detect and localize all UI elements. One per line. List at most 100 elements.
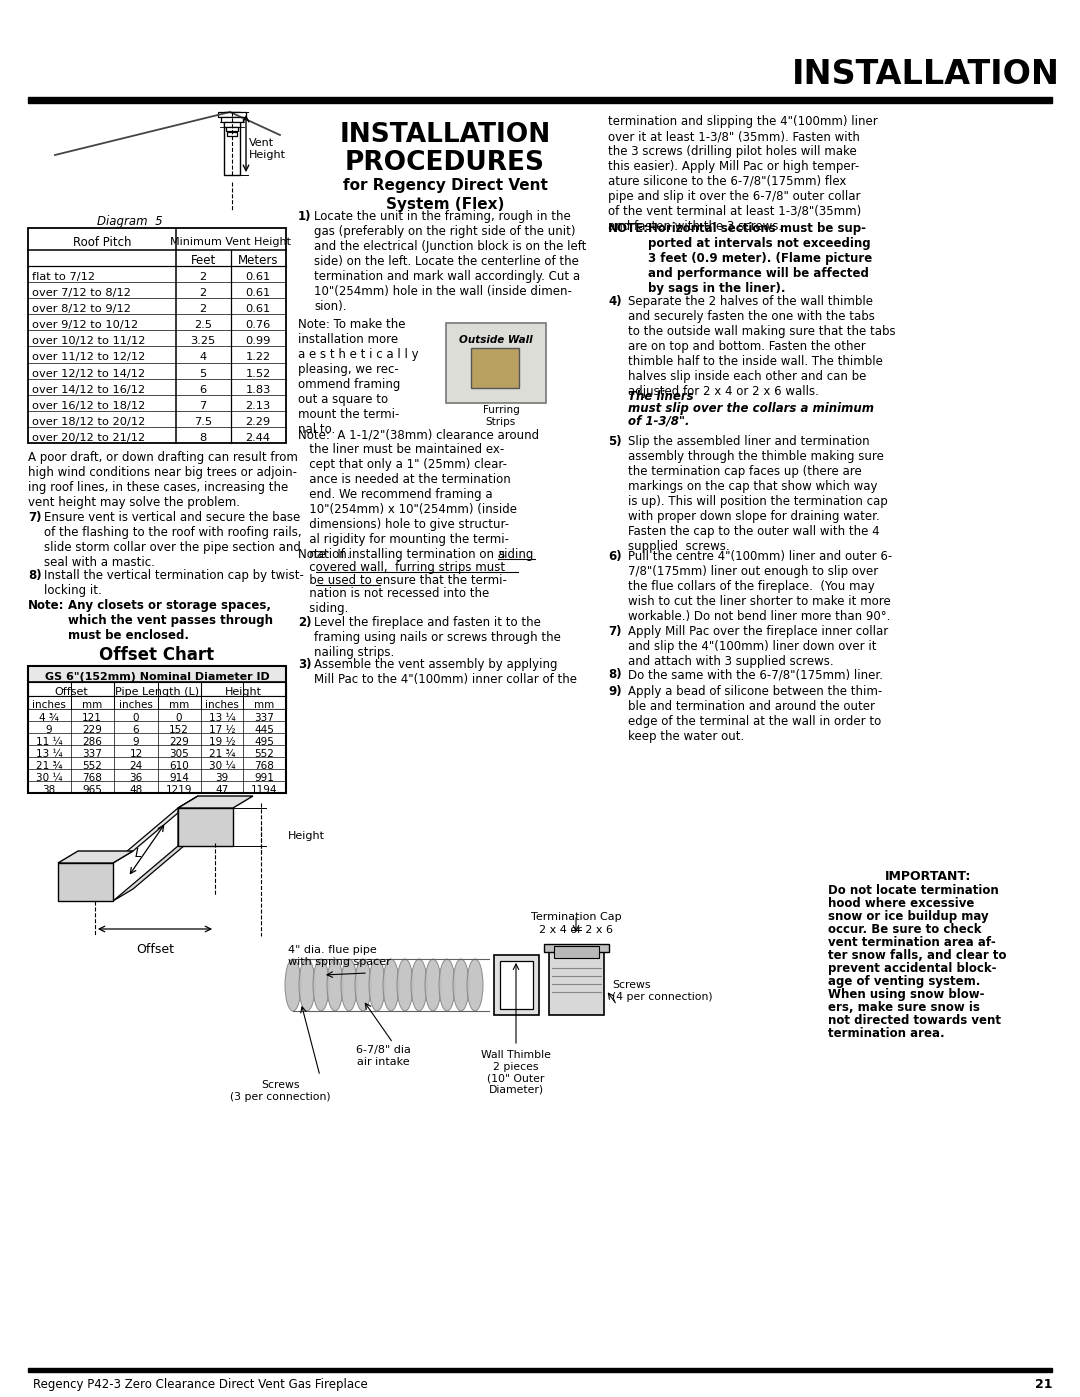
Text: 2.13: 2.13 <box>245 401 271 411</box>
Text: Pull the centre 4"(100mm) liner and outer 6-
7/8"(175mm) liner out enough to sli: Pull the centre 4"(100mm) liner and oute… <box>627 550 892 623</box>
Text: mm: mm <box>82 700 103 710</box>
Text: 21 ¾: 21 ¾ <box>208 749 235 759</box>
Text: Note:  A 1-1/2"(38mm) clearance around
   the liner must be maintained ex-
   ce: Note: A 1-1/2"(38mm) clearance around th… <box>298 427 539 562</box>
Bar <box>28 745 286 757</box>
Text: 3.25: 3.25 <box>190 337 216 346</box>
Text: 2.5: 2.5 <box>194 320 212 330</box>
Text: 0.61: 0.61 <box>245 272 271 282</box>
Text: Apply Mill Pac over the fireplace inner collar
and slip the 4"(100mm) liner down: Apply Mill Pac over the fireplace inner … <box>627 624 888 668</box>
Text: Separate the 2 halves of the wall thimble
and securely fasten the one with the t: Separate the 2 halves of the wall thimbl… <box>627 295 895 398</box>
Text: 1.52: 1.52 <box>245 369 271 379</box>
Text: flat to 7/12: flat to 7/12 <box>32 272 95 282</box>
Bar <box>554 946 599 958</box>
Text: ers, make sure snow is: ers, make sure snow is <box>828 1002 980 1014</box>
Bar <box>446 323 546 402</box>
Text: 30 ¼: 30 ¼ <box>208 761 235 771</box>
Text: prevent accidental block-: prevent accidental block- <box>828 963 997 975</box>
Text: over 11/12 to 12/12: over 11/12 to 12/12 <box>32 352 145 362</box>
Text: 8): 8) <box>28 569 42 583</box>
Text: 7.5: 7.5 <box>194 416 212 427</box>
Ellipse shape <box>397 958 413 1011</box>
Text: 19 ½: 19 ½ <box>208 738 235 747</box>
Text: 6: 6 <box>133 725 139 735</box>
Text: Feet: Feet <box>190 254 216 267</box>
Bar <box>28 666 286 682</box>
Bar <box>28 710 286 721</box>
Text: 21: 21 <box>1035 1377 1052 1391</box>
Bar <box>471 348 519 388</box>
Text: Wall Thimble
2 pieces
(10" Outer
Diameter): Wall Thimble 2 pieces (10" Outer Diamete… <box>481 1051 551 1095</box>
Text: 4" dia. flue pipe
with spring spacer: 4" dia. flue pipe with spring spacer <box>288 944 391 967</box>
Ellipse shape <box>438 958 455 1011</box>
Ellipse shape <box>285 958 301 1011</box>
Polygon shape <box>178 796 198 847</box>
Text: 2: 2 <box>200 305 206 314</box>
Text: 11 ¼: 11 ¼ <box>36 738 63 747</box>
Text: 4 ¾: 4 ¾ <box>39 712 59 724</box>
Text: over 9/12 to 10/12: over 9/12 to 10/12 <box>32 320 138 330</box>
Text: over 14/12 to 16/12: over 14/12 to 16/12 <box>32 384 145 394</box>
Text: Locate the unit in the framing, rough in the
gas (preferably on the right side o: Locate the unit in the framing, rough in… <box>314 210 586 313</box>
Bar <box>221 117 243 122</box>
Text: 768: 768 <box>82 773 102 782</box>
Text: Offset: Offset <box>54 687 87 697</box>
Text: 0.61: 0.61 <box>245 305 271 314</box>
Text: 13 ¼: 13 ¼ <box>208 712 235 724</box>
Text: 991: 991 <box>254 773 274 782</box>
Text: 229: 229 <box>170 738 189 747</box>
Text: 495: 495 <box>254 738 274 747</box>
Text: Height: Height <box>225 687 261 697</box>
Text: siding: siding <box>498 548 534 562</box>
Text: 5: 5 <box>200 369 206 379</box>
Text: 552: 552 <box>254 749 274 759</box>
Text: Install the vertical termination cap by twist-
locking it.: Install the vertical termination cap by … <box>44 569 303 597</box>
Text: 7: 7 <box>200 401 206 411</box>
Bar <box>28 682 286 696</box>
Text: 0: 0 <box>176 712 183 724</box>
Text: When using snow blow-: When using snow blow- <box>828 988 985 1002</box>
Text: 6): 6) <box>608 550 622 563</box>
Text: 0.76: 0.76 <box>245 320 271 330</box>
Text: 2: 2 <box>200 272 206 282</box>
Text: 0: 0 <box>133 712 139 724</box>
Text: 2: 2 <box>200 288 206 298</box>
Bar <box>28 768 286 781</box>
Text: 3): 3) <box>298 658 311 671</box>
Polygon shape <box>113 796 198 863</box>
Text: The liners: The liners <box>627 390 693 402</box>
Text: must slip over the collars a minimum: must slip over the collars a minimum <box>627 402 874 415</box>
Text: Note:  If installing termination on a: Note: If installing termination on a <box>298 548 509 562</box>
Polygon shape <box>113 834 198 901</box>
Text: snow or ice buildup may: snow or ice buildup may <box>828 909 988 923</box>
Text: inches: inches <box>32 700 66 710</box>
Ellipse shape <box>299 958 315 1011</box>
Text: 9: 9 <box>45 725 52 735</box>
Bar <box>28 1368 1052 1372</box>
Bar <box>28 757 286 768</box>
Text: 2 x 4 or 2 x 6: 2 x 4 or 2 x 6 <box>539 925 613 935</box>
Text: 7): 7) <box>608 624 621 638</box>
Bar <box>28 228 286 443</box>
Text: Do not locate termination: Do not locate termination <box>828 884 999 897</box>
Text: covered wall,  furring strips must: covered wall, furring strips must <box>298 562 505 574</box>
Text: Furring
Strips: Furring Strips <box>483 405 519 426</box>
Text: Slip the assembled liner and termination
assembly through the thimble making sur: Slip the assembled liner and termination… <box>627 434 888 553</box>
Polygon shape <box>58 851 133 863</box>
Text: 0.99: 0.99 <box>245 337 271 346</box>
Text: Offset Chart: Offset Chart <box>99 645 215 664</box>
Text: vent termination area af-: vent termination area af- <box>828 936 996 949</box>
Text: Level the fireplace and fasten it to the
framing using nails or screws through t: Level the fireplace and fasten it to the… <box>314 616 561 659</box>
Text: 12: 12 <box>130 749 143 759</box>
Bar <box>226 127 238 131</box>
Text: termination and slipping the 4"(100mm) liner
over it at least 1-3/8" (35mm). Fas: termination and slipping the 4"(100mm) l… <box>608 115 878 233</box>
Bar <box>218 112 246 117</box>
Text: Offset: Offset <box>136 943 174 956</box>
Polygon shape <box>178 796 253 807</box>
Bar <box>28 666 286 793</box>
Text: 47: 47 <box>215 785 229 795</box>
Text: 9: 9 <box>133 738 139 747</box>
Ellipse shape <box>313 958 329 1011</box>
Text: 2): 2) <box>298 616 311 629</box>
Ellipse shape <box>411 958 427 1011</box>
Text: Screws
(3 per connection): Screws (3 per connection) <box>230 1080 330 1102</box>
